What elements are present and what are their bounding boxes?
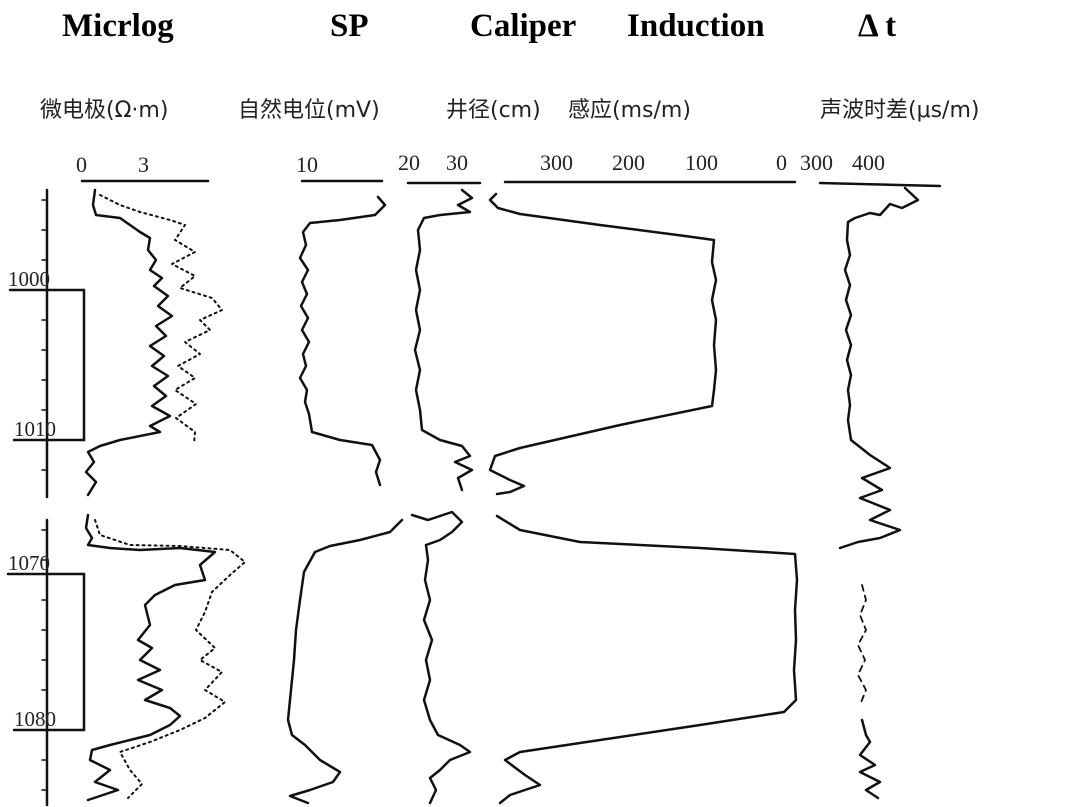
- scale-induction-100: 100: [685, 150, 718, 175]
- scale-induction-200: 200: [612, 150, 645, 175]
- unit-induction: 感应(ms/m): [568, 98, 691, 123]
- micrlog-curve-upper: [84, 188, 174, 497]
- depth-label-1000: 1000: [8, 267, 50, 291]
- scale-micrlog-3: 3: [138, 152, 149, 177]
- depth-label-1080: 1080: [14, 707, 56, 731]
- scale-induction-0: 0: [776, 150, 787, 175]
- scale-delta-t-300: 300: [800, 150, 833, 175]
- depth-label-1010: 1010: [14, 417, 56, 441]
- scale-caliper-30: 30: [446, 150, 468, 175]
- scale-sp-10: 10: [296, 152, 318, 177]
- unit-micrlog: 微电极(Ω·m): [40, 98, 169, 123]
- scale-induction-300: 300: [540, 150, 573, 175]
- sp-curve-lower: [286, 518, 404, 805]
- induction-curve-upper: [488, 192, 718, 496]
- unit-sp: 自然电位(mV): [238, 98, 380, 123]
- sp-curve-upper: [298, 195, 387, 487]
- title-sp: SP: [330, 8, 369, 44]
- induction-curve-lower: [495, 514, 799, 805]
- delta-t-curve-lower: [857, 584, 867, 706]
- unit-delta-t: 声波时差(μs/m): [820, 98, 980, 123]
- micrlog-dotted-upper: [99, 194, 223, 445]
- title-micrlog: Micrlog: [62, 8, 174, 44]
- delta-t-curve-lower-solid: [858, 718, 882, 800]
- micrlog-curve-lower: [84, 513, 217, 802]
- unit-caliper: 井径(cm): [446, 98, 541, 123]
- title-delta-t: Δ t: [858, 8, 897, 44]
- caliper-curve-upper: [413, 188, 474, 492]
- scale-micrlog-0: 0: [76, 152, 87, 177]
- depth-label-1070: 1070: [8, 551, 50, 575]
- depth-track: [6, 188, 86, 807]
- scale-line-delta-t: [818, 181, 942, 188]
- delta-t-curve-upper: [838, 186, 920, 550]
- caliper-curve-lower: [410, 510, 472, 805]
- micrlog-dotted-lower: [94, 519, 246, 799]
- scale-delta-t-400: 400: [852, 150, 885, 175]
- scale-caliper-20: 20: [398, 150, 420, 175]
- title-caliper: Caliper: [470, 8, 577, 44]
- title-induction: Induction: [627, 8, 765, 44]
